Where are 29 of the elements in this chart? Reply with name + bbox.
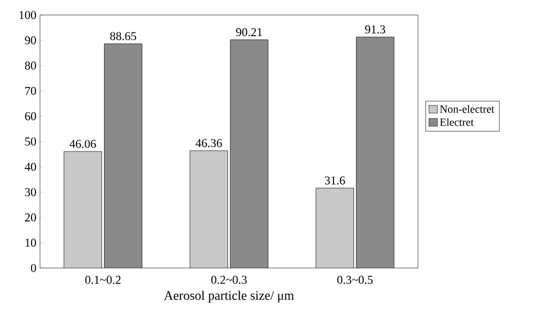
y-tick-label: 40: [24, 162, 36, 171]
data-label: 31.6: [324, 176, 345, 185]
x-tick-label: 0.2~0.3: [211, 276, 247, 284]
bar: [104, 44, 142, 268]
y-tick-label: 80: [24, 62, 36, 70]
bar: [64, 151, 102, 268]
data-label: 46.06: [70, 140, 96, 148]
y-tick-label: 70: [25, 86, 36, 95]
x-axis-title: Aerosol particle size/ μm: [164, 290, 294, 302]
legend-label: Non-electret: [440, 105, 494, 113]
bar: [230, 40, 268, 268]
data-label: 91.3: [365, 25, 386, 34]
bar: [190, 150, 228, 268]
bar: [356, 36, 394, 268]
y-tick-label: 60: [25, 112, 36, 120]
x-tick-label: 0.3~0.5: [337, 276, 373, 284]
legend-label: Electret: [440, 118, 474, 126]
y-tick-label: 100: [20, 10, 36, 20]
y-tick-label: 0: [30, 264, 36, 272]
data-label: 90.21: [236, 28, 262, 36]
y-tick-label: 50: [25, 137, 36, 146]
y-tick-label: 90: [24, 36, 36, 44]
y-tick-label: 20: [25, 213, 36, 222]
x-tick-label: 0.1~0.2: [85, 276, 121, 284]
data-label: 46.36: [196, 139, 222, 148]
bar: [316, 188, 354, 268]
y-tick-label: 30: [25, 188, 36, 196]
data-label: 88.65: [110, 32, 136, 40]
y-tick-label: 10: [26, 238, 36, 247]
